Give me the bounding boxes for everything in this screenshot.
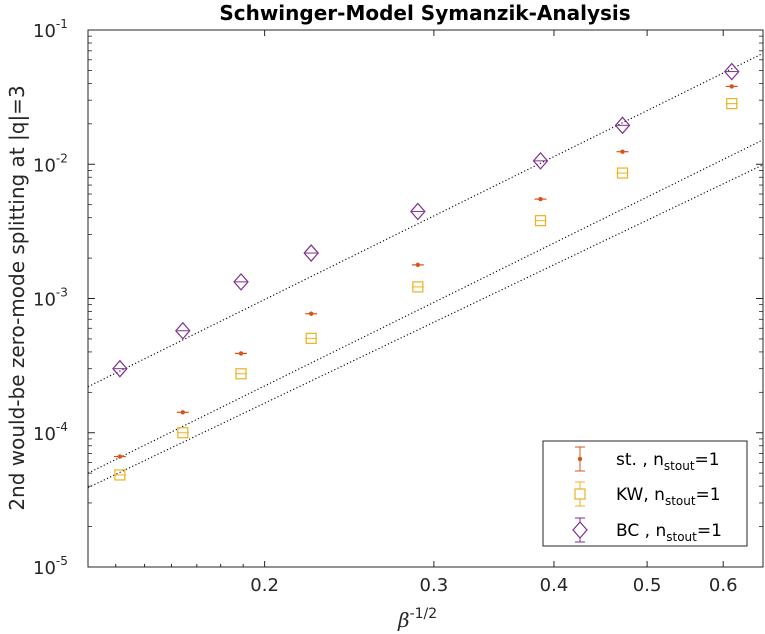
data-point-s3-3	[233, 272, 249, 291]
legend-item-3: BC , nstout=1	[572, 517, 722, 544]
fit-line-3	[87, 164, 764, 489]
fit-line-1	[87, 52, 764, 388]
data-point-s2-4	[305, 332, 317, 344]
legend: st. , nstout=1 KW, nstout=1 BC , nstout=1	[542, 440, 748, 547]
data-point-s1-1	[117, 454, 123, 459]
y-axis-ticks: 10-5 10-4 10-3 10-2 10-1	[33, 17, 763, 579]
data-point-s3-1	[112, 359, 128, 378]
data-point-s2-7	[616, 167, 629, 179]
data-series	[112, 62, 740, 481]
data-point-s2-6	[534, 215, 547, 227]
data-point-s1-7	[620, 149, 625, 154]
data-point-s1-4	[308, 311, 314, 316]
x-tick-label-1: 0.2	[250, 575, 279, 596]
legend-item-1: st. , nstout=1	[575, 446, 720, 473]
data-point-s1-2	[180, 410, 186, 415]
series-3	[112, 62, 740, 378]
y-tick-label-3: 10-3	[33, 286, 68, 311]
data-point-s1-3	[238, 351, 244, 356]
x-tick-label-5: 0.6	[709, 575, 738, 596]
legend-label-1: st. , nstout=1	[616, 450, 720, 473]
data-point-s1-6	[538, 196, 543, 202]
series-2	[113, 97, 738, 481]
fit-line-2	[87, 139, 764, 474]
data-point-s3-4	[303, 244, 319, 262]
x-axis-label-base: β	[397, 608, 410, 632]
legend-label-2: KW, nstout=1	[616, 485, 721, 508]
data-point-s2-5	[412, 281, 424, 293]
series-1	[113, 84, 738, 459]
x-tick-label-3: 0.4	[540, 575, 569, 596]
chart-title: Schwinger-Model Symanzik-Analysis	[219, 1, 630, 25]
legend-marker-3	[572, 521, 588, 539]
y-axis-label: 2nd would-be zero-mode splitting at |q|=…	[5, 85, 29, 510]
data-point-s1-5	[415, 262, 421, 268]
x-axis-label-exponent: -1/2	[410, 606, 438, 622]
y-tick-label-2: 10-4	[33, 420, 68, 445]
data-point-s2-2	[177, 427, 189, 439]
data-point-s3-7	[614, 116, 631, 135]
fit-lines	[87, 52, 764, 489]
legend-marker-2	[574, 488, 586, 500]
data-point-s2-1	[114, 469, 126, 481]
data-point-s3-5	[410, 202, 426, 221]
x-axis-label: β-1/2	[397, 606, 437, 632]
data-point-s2-3	[235, 368, 247, 380]
data-point-s2-8	[726, 97, 738, 110]
data-point-s3-8	[723, 62, 740, 81]
legend-marker-1	[577, 456, 583, 462]
y-tick-label-1: 10-5	[33, 554, 68, 579]
x-axis-ticks: 0.2 0.3 0.4 0.5 0.6	[115, 30, 738, 596]
data-point-s1-8	[729, 84, 734, 89]
data-point-s3-6	[532, 151, 549, 170]
x-tick-label-2: 0.3	[420, 575, 449, 596]
data-point-s3-2	[175, 321, 191, 340]
y-tick-label-5: 10-1	[33, 17, 68, 42]
x-tick-label-4: 0.5	[633, 575, 662, 596]
legend-item-2: KW, nstout=1	[574, 481, 721, 508]
legend-label-3: BC , nstout=1	[616, 521, 722, 544]
y-tick-label-4: 10-2	[33, 151, 68, 176]
